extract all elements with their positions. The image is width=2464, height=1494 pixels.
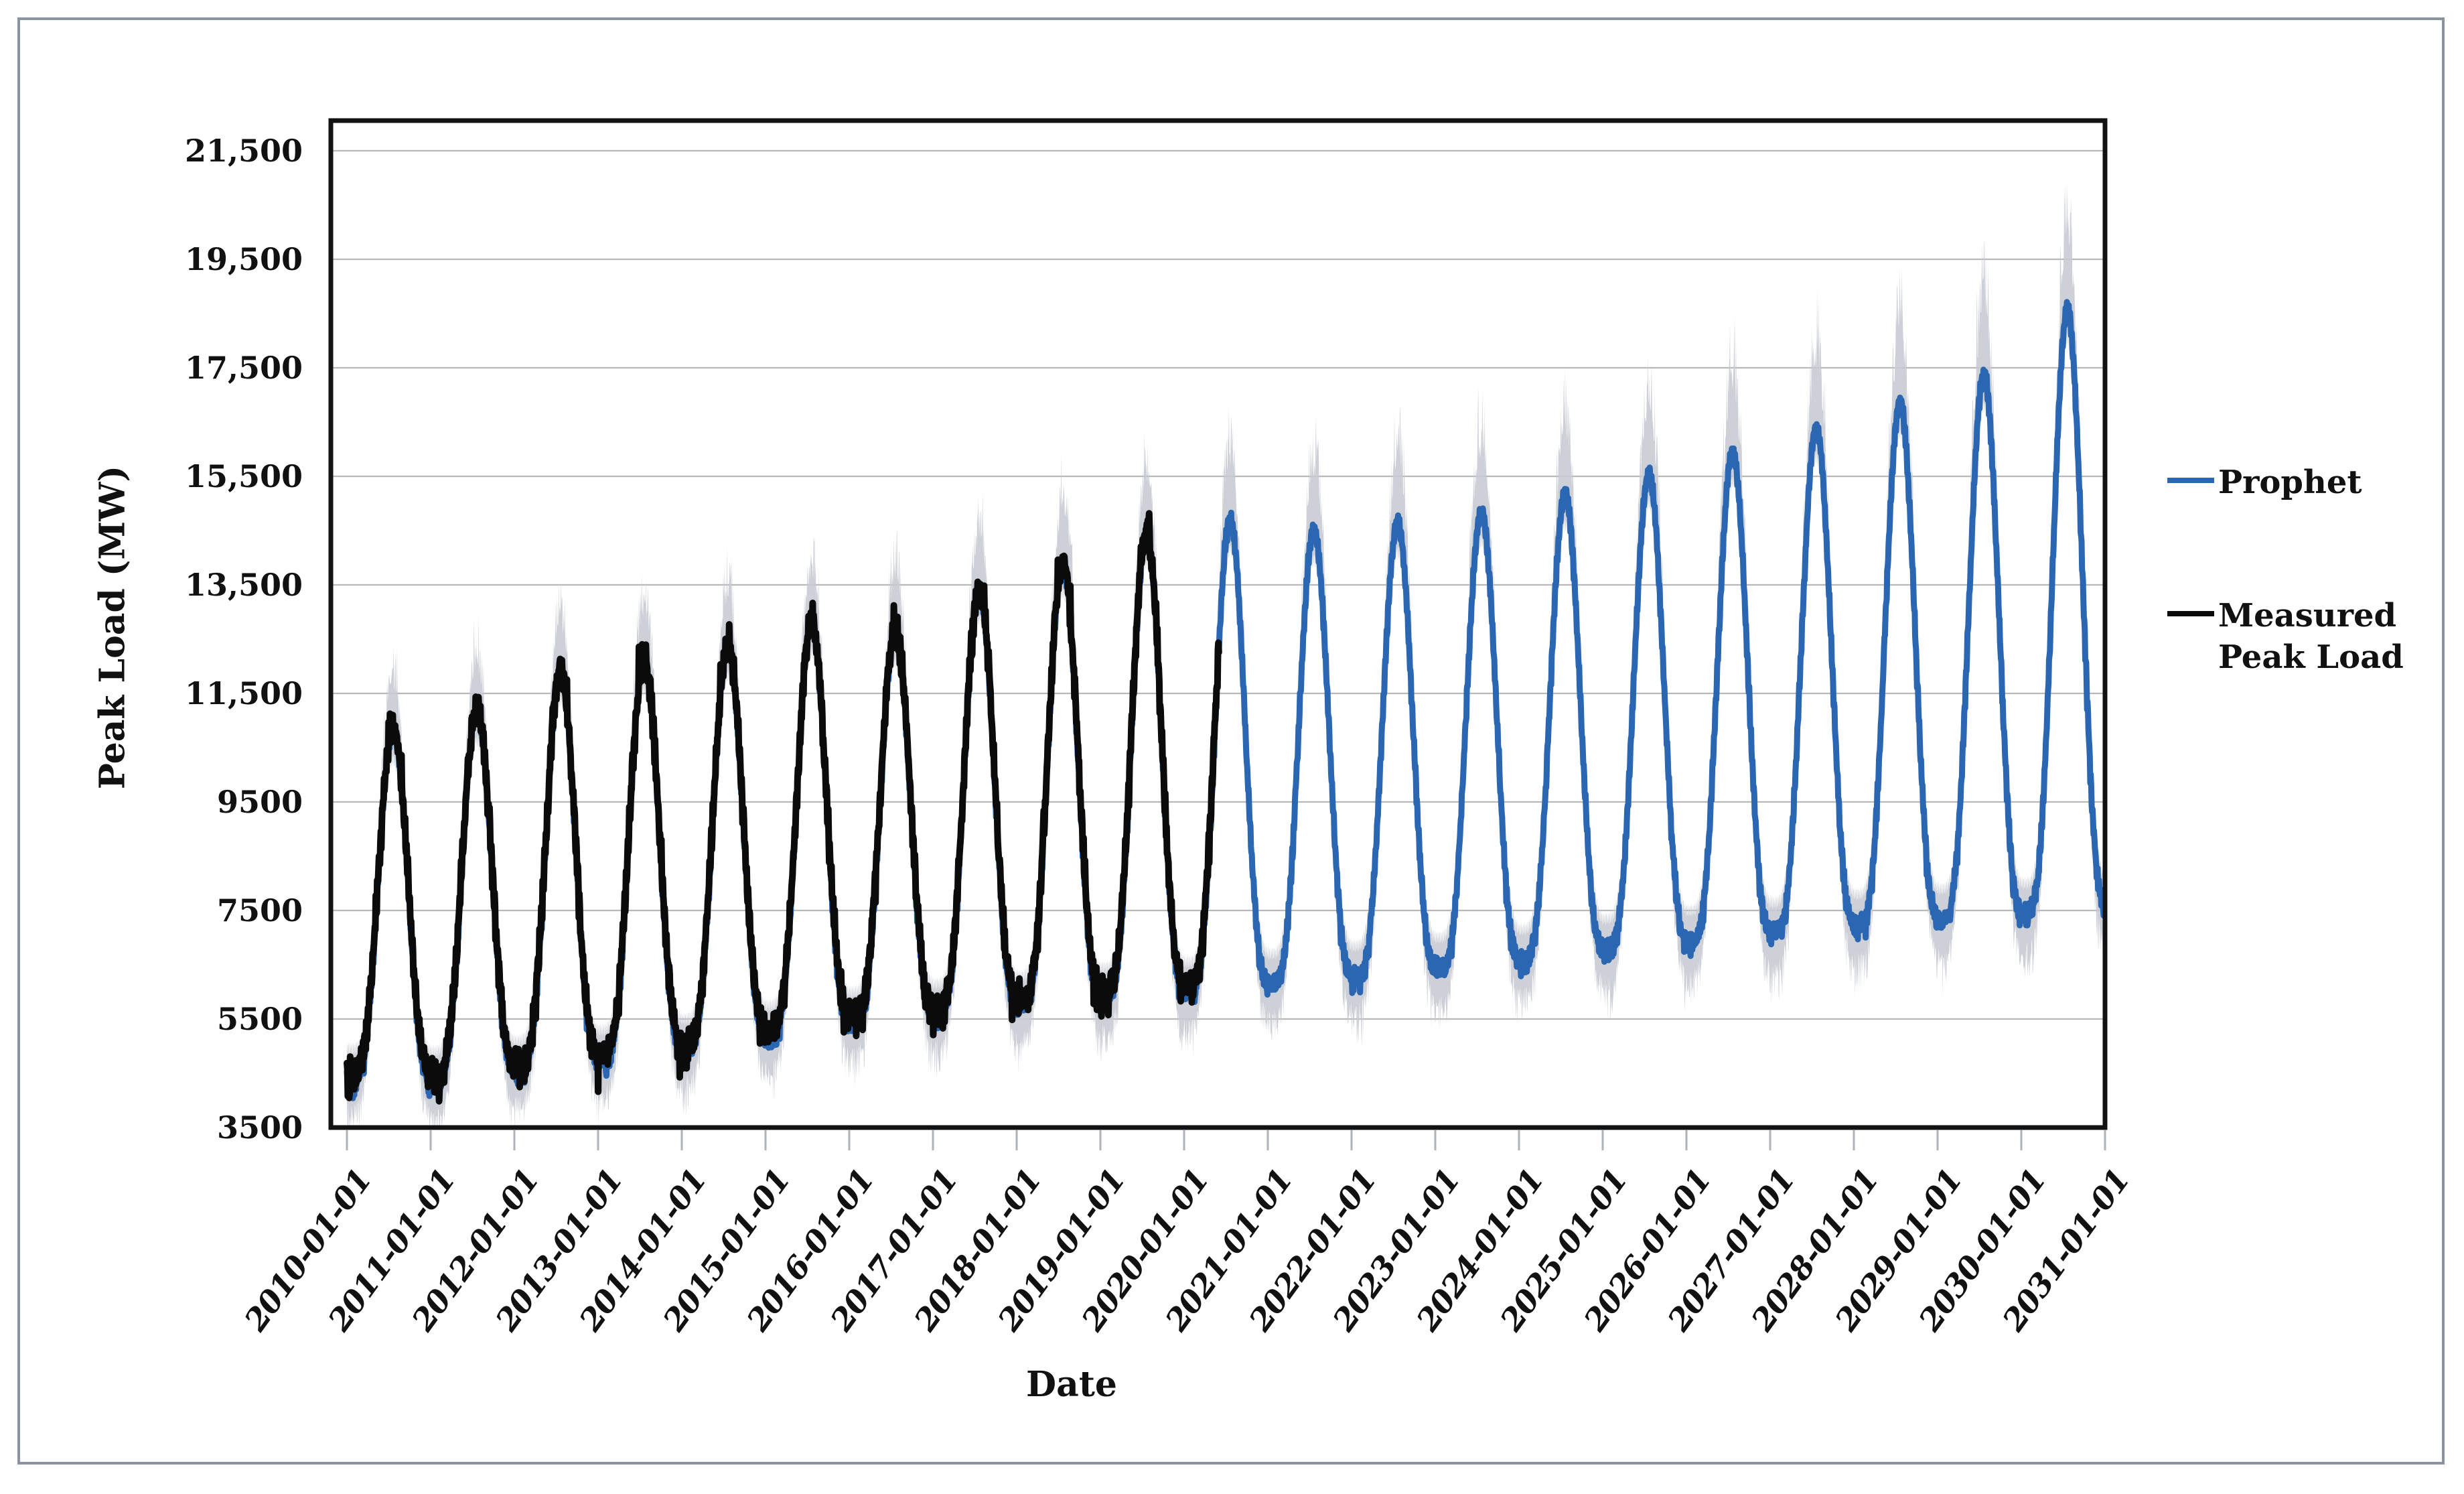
- y-axis-title: Peak Load (MW): [92, 465, 133, 790]
- uncertainty-band: [347, 184, 2105, 1128]
- measured-peak-load-line: [344, 510, 1222, 1105]
- y-tick-label: 11,500: [184, 675, 303, 711]
- y-tick-label: 7500: [216, 892, 303, 929]
- plot-frame: [328, 118, 2108, 1130]
- prophet-line-swatch: [2167, 478, 2214, 483]
- x-axis-ticks: [346, 1130, 2106, 1150]
- legend-item-prophet: Prophet: [2167, 462, 2412, 503]
- y-tick-label: 19,500: [184, 241, 303, 277]
- y-tick-label: 5500: [216, 1001, 303, 1037]
- gridlines: [331, 149, 2105, 1020]
- legend-label-prophet: Prophet: [2218, 464, 2362, 501]
- y-tick-label: 13,500: [184, 567, 303, 603]
- legend-item-measured: Measured Peak Load: [2167, 595, 2412, 678]
- legend-label-measured: Measured Peak Load: [2218, 597, 2404, 676]
- x-axis-title: Date: [1026, 1364, 1117, 1405]
- prophet-forecast-line: [344, 299, 2105, 1101]
- measured-line-swatch: [2167, 611, 2214, 616]
- y-tick-label: 17,500: [184, 350, 303, 386]
- y-tick-label: 9500: [216, 784, 303, 820]
- y-tick-label: 21,500: [184, 133, 303, 169]
- y-tick-label: 15,500: [184, 458, 303, 494]
- y-tick-label: 3500: [216, 1109, 303, 1146]
